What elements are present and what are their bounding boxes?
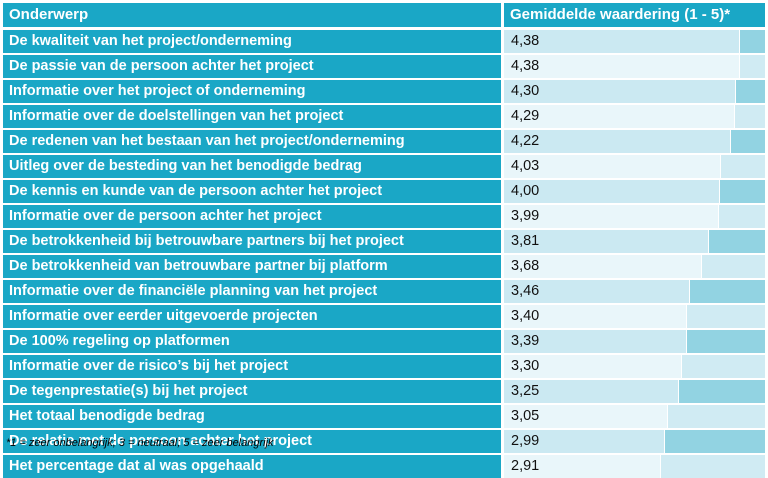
row-value-cell: 4,00: [504, 180, 765, 203]
value-bar: [504, 255, 702, 278]
rating-table: Onderwerp Gemiddelde waardering (1 - 5)*…: [3, 3, 765, 478]
row-value-cell: 3,30: [504, 355, 765, 378]
row-topic: De 100% regeling op platformen: [3, 330, 501, 353]
row-value: 3,46: [511, 283, 540, 299]
value-bar: [504, 155, 721, 178]
value-bar: [504, 180, 720, 203]
row-value-cell: 3,46: [504, 280, 765, 303]
row-value: 3,39: [511, 333, 540, 349]
value-bar: [504, 130, 731, 153]
row-value-cell: 4,22: [504, 130, 765, 153]
row-topic: De redenen van het bestaan van het proje…: [3, 130, 501, 153]
row-topic: Informatie over de risico’s bij het proj…: [3, 355, 501, 378]
row-value: 2,99: [511, 433, 540, 449]
row-value-cell: 3,40: [504, 305, 765, 328]
row-topic: Informatie over eerder uitgevoerde proje…: [3, 305, 501, 328]
value-bar: [504, 380, 679, 403]
row-value-cell: 3,81: [504, 230, 765, 253]
row-value: 3,25: [511, 383, 540, 399]
row-value: 3,40: [511, 308, 540, 324]
row-topic: De kwaliteit van het project/onderneming: [3, 30, 501, 53]
value-bar: [504, 80, 736, 103]
value-bar: [504, 430, 665, 453]
value-bar: [504, 105, 735, 128]
row-topic: De tegenprestatie(s) bij het project: [3, 380, 501, 403]
row-topic: Informatie over de financiële planning v…: [3, 280, 501, 303]
header-value: Gemiddelde waardering (1 - 5)*: [504, 3, 765, 27]
row-value-cell: 2,99: [504, 430, 765, 453]
row-topic: De relatie met de persoon achter het pro…: [3, 430, 501, 453]
row-value-cell: 3,05: [504, 405, 765, 428]
row-topic: Informatie over het project of ondernemi…: [3, 80, 501, 103]
row-value: 3,81: [511, 233, 540, 249]
value-bar: [504, 55, 740, 78]
value-bar: [504, 330, 687, 353]
row-topic: Het percentage dat al was opgehaald: [3, 455, 501, 478]
row-value: 3,30: [511, 358, 540, 374]
row-value: 4,30: [511, 83, 540, 99]
value-bar: [504, 405, 668, 428]
row-topic: Uitleg over de besteding van het benodig…: [3, 155, 501, 178]
row-value-cell: 3,39: [504, 330, 765, 353]
row-value-cell: 4,38: [504, 30, 765, 53]
row-value-cell: 4,29: [504, 105, 765, 128]
header-topic: Onderwerp: [3, 3, 501, 27]
value-bar: [504, 355, 682, 378]
footnote: *1 = zeer onbelangrijk; 3 = neutraal; 5 …: [6, 437, 274, 449]
row-topic: Informatie over de persoon achter het pr…: [3, 205, 501, 228]
row-value: 3,05: [511, 408, 540, 424]
row-value: 3,99: [511, 208, 540, 224]
row-value-cell: 3,99: [504, 205, 765, 228]
row-value: 4,38: [511, 33, 540, 49]
row-topic: De betrokkenheid van betrouwbare partner…: [3, 255, 501, 278]
row-value-cell: 2,91: [504, 455, 765, 478]
value-bar: [504, 30, 740, 53]
row-value: 4,29: [511, 108, 540, 124]
value-bar: [504, 205, 719, 228]
row-topic: De betrokkenheid bij betrouwbare partner…: [3, 230, 501, 253]
row-topic: De kennis en kunde van de persoon achter…: [3, 180, 501, 203]
row-value-cell: 4,38: [504, 55, 765, 78]
row-topic: Informatie over de doelstellingen van he…: [3, 105, 501, 128]
row-topic: Het totaal benodigde bedrag: [3, 405, 501, 428]
row-value-cell: 3,68: [504, 255, 765, 278]
row-value-cell: 4,30: [504, 80, 765, 103]
row-value-cell: 3,25: [504, 380, 765, 403]
row-value: 4,22: [511, 133, 540, 149]
row-value: 3,68: [511, 258, 540, 274]
value-bar: [504, 230, 709, 253]
row-value: 4,38: [511, 58, 540, 74]
row-topic: De passie van de persoon achter het proj…: [3, 55, 501, 78]
row-value: 4,03: [511, 158, 540, 174]
value-bar: [504, 305, 687, 328]
value-bar: [504, 280, 690, 303]
row-value: 2,91: [511, 458, 540, 474]
row-value: 4,00: [511, 183, 540, 199]
row-value-cell: 4,03: [504, 155, 765, 178]
